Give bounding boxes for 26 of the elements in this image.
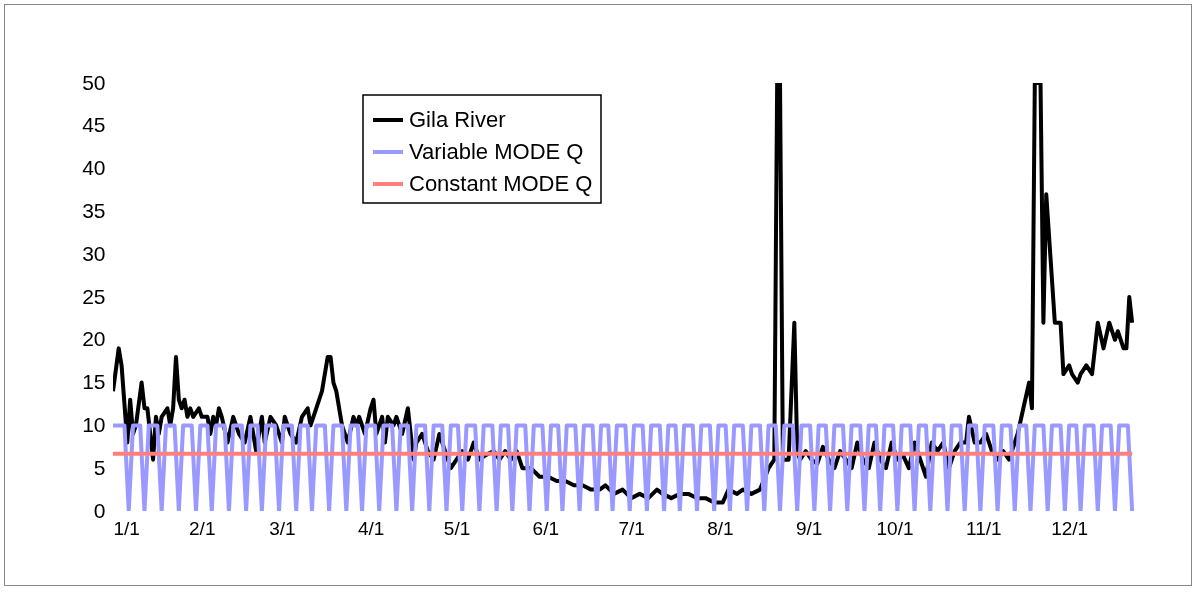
x-tick-label: 3/1 — [269, 517, 296, 539]
y-tick-label: 25 — [82, 284, 106, 308]
y-tick-label: 0 — [93, 498, 106, 522]
x-tick-label: 4/1 — [357, 517, 385, 539]
x-tick-label: 5/1 — [443, 517, 471, 539]
x-tick-label: 6/1 — [532, 517, 559, 539]
legend-label: Variable MODE Q — [409, 139, 584, 164]
x-tick-label: 1/1 — [113, 517, 140, 539]
y-tick-label: 10 — [82, 412, 106, 436]
y-tick-label: 35 — [82, 198, 106, 222]
y-tick-label: 20 — [82, 327, 106, 351]
y-tick-label: 40 — [82, 156, 106, 180]
x-tick-label: 7/1 — [618, 517, 645, 539]
x-tick-label: 12/1 — [1051, 517, 1089, 539]
y-tick-label: 5 — [93, 455, 106, 479]
x-tick-label: 8/1 — [707, 517, 734, 539]
y-tick-label: 50 — [82, 70, 106, 94]
y-tick-label: 15 — [82, 370, 106, 394]
x-tick-label: 10/1 — [876, 517, 914, 539]
x-tick-label: 9/1 — [795, 517, 823, 539]
y-tick-label: 45 — [82, 113, 106, 137]
legend-label: Constant MODE Q — [409, 171, 593, 196]
y-tick-label: 30 — [82, 241, 106, 265]
x-tick-label: 2/1 — [189, 517, 216, 539]
legend-label: Gila River — [409, 107, 506, 132]
x-tick-label: 11/1 — [965, 517, 1002, 539]
